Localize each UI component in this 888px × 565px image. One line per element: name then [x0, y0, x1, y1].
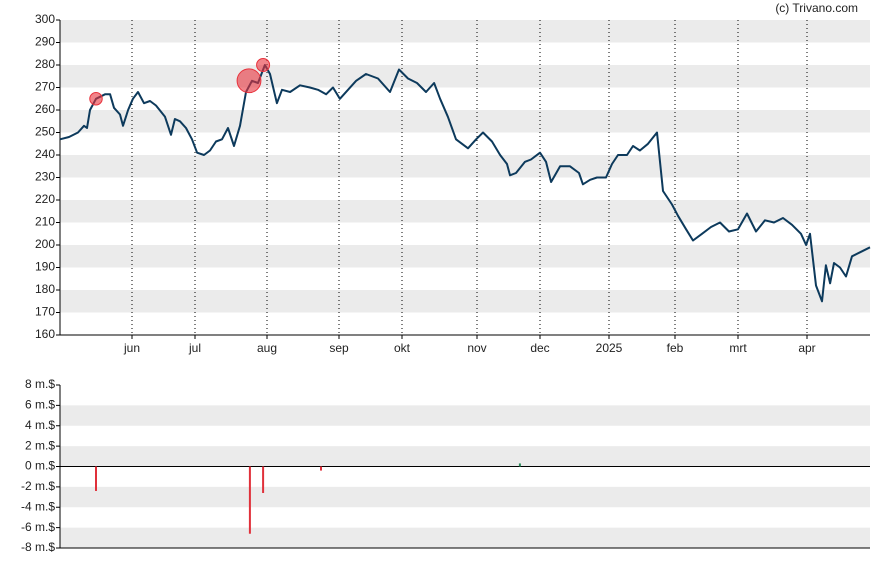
- grid-band: [60, 446, 870, 467]
- y-tick-label: 4 m.$: [25, 418, 55, 432]
- credit: (c) Trivano.com: [775, 1, 858, 15]
- x-tick-label: dec: [530, 341, 549, 355]
- bar: [95, 466, 97, 491]
- bubble: [89, 92, 103, 106]
- y-tick-label: 2 m.$: [25, 438, 55, 452]
- grid-band: [60, 110, 870, 133]
- y-tick-label: 230: [35, 170, 55, 184]
- y-tick-label: 290: [35, 35, 55, 49]
- y-tick-label: 160: [35, 327, 55, 341]
- x-tick-label: feb: [667, 341, 684, 355]
- y-tick-label: 280: [35, 57, 55, 71]
- grid-band: [60, 527, 870, 548]
- y-tick-label: -2 m.$: [21, 479, 55, 493]
- y-tick-label: -4 m.$: [21, 499, 55, 513]
- y-tick-label: 210: [35, 215, 55, 229]
- grid-band: [60, 486, 870, 508]
- bar: [262, 466, 265, 493]
- y-tick-label: 170: [35, 305, 55, 319]
- bar: [518, 463, 521, 467]
- x-tick-label: 2025: [596, 341, 623, 355]
- bar: [248, 466, 251, 534]
- x-tick-label: sep: [329, 341, 349, 355]
- grid-band: [60, 20, 870, 43]
- x-tick-label: apr: [798, 341, 815, 355]
- y-tick-label: 240: [35, 147, 55, 161]
- x-tick-label: jun: [123, 341, 140, 355]
- y-tick-label: -6 m.$: [21, 520, 55, 534]
- x-tick-label: nov: [467, 341, 486, 355]
- y-tick-label: 260: [35, 102, 55, 116]
- grid-band: [60, 65, 870, 88]
- grid-band: [60, 200, 870, 223]
- x-tick-label: aug: [257, 341, 277, 355]
- x-tick-label: okt: [394, 341, 411, 355]
- y-tick-label: 250: [35, 125, 55, 139]
- y-tick-label: 300: [35, 12, 55, 26]
- grid-band: [60, 405, 870, 426]
- y-tick-label: 220: [35, 192, 55, 206]
- price-line: [59, 64, 871, 303]
- grid-band: [60, 155, 870, 178]
- bar: [320, 466, 322, 471]
- y-tick-label: -8 m.$: [21, 540, 55, 554]
- y-tick-label: 180: [35, 282, 55, 296]
- y-tick-label: 270: [35, 80, 55, 94]
- y-tick-label: 6 m.$: [25, 398, 55, 412]
- grid-band: [60, 245, 870, 268]
- y-tick-label: 0 m.$: [25, 459, 55, 473]
- x-tick-label: jul: [188, 341, 201, 355]
- y-tick-label: 8 m.$: [25, 377, 55, 391]
- grid-band: [60, 290, 870, 313]
- y-tick-label: 200: [35, 237, 55, 251]
- y-tick-label: 190: [35, 260, 55, 274]
- bubble: [236, 68, 262, 94]
- x-tick-label: mrt: [729, 341, 747, 355]
- bubble: [256, 57, 271, 73]
